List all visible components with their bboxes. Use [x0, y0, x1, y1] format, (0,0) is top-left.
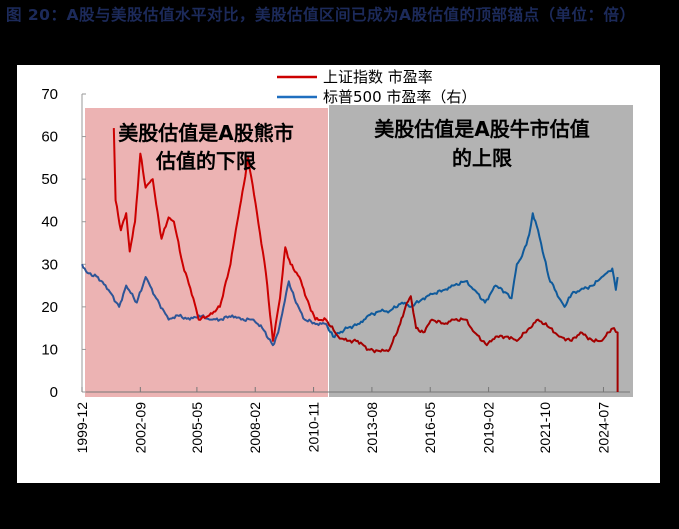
x-tick-label: 2021-10	[537, 402, 553, 454]
x-tick-label: 2002-09	[132, 402, 148, 454]
series-lines	[81, 128, 619, 392]
y-tick-label: 10	[41, 341, 58, 358]
legend-label-shanghai: 上证指数 市盈率	[323, 68, 433, 86]
bull-annotation-line1: 美股估值是A股牛市估值	[374, 117, 589, 141]
x-tick-label: 1999-12	[74, 402, 90, 454]
axes: 0 10 20 30 40 50 60 70 1999-12 2002-09 2005-05 2008…	[41, 86, 630, 453]
shanghai-pe-line-bull	[326, 295, 619, 392]
x-tick-label: 2005-05	[189, 402, 205, 454]
annotations: 美股估值是A股熊市 估值的下限 美股估值是A股牛市估值 的上限	[118, 117, 589, 173]
y-tick-label: 20	[41, 299, 58, 316]
x-tick-label: 2019-02	[481, 402, 497, 454]
x-tick-label: 2013-08	[364, 402, 380, 454]
y-tick-label: 30	[41, 256, 58, 273]
shanghai-pe-line-bear	[112, 128, 329, 342]
x-tick-label: 2008-02	[247, 402, 263, 454]
y-tick-label: 70	[41, 86, 58, 103]
bear-annotation-line2: 估值的下限	[155, 149, 256, 173]
sp500-pe-line-bull	[326, 212, 619, 339]
sp500-pe-line-bear	[81, 263, 330, 347]
y-tick-label: 40	[41, 214, 58, 231]
x-tick-label: 2010-11	[306, 402, 322, 453]
shaded-zones	[85, 105, 633, 397]
x-tick-label: 2016-05	[422, 402, 438, 454]
bull-zone	[329, 105, 633, 397]
y-tick-label: 60	[41, 129, 58, 146]
y-tick-label: 50	[41, 171, 58, 188]
x-tick-label: 2024-07	[595, 402, 611, 454]
y-tick-label: 0	[50, 384, 58, 401]
legend-label-sp500: 标普500 市盈率（右）	[323, 88, 476, 106]
legend: 上证指数 市盈率 标普500 市盈率（右）	[277, 68, 476, 106]
chart-title: 图 20：A股与美股估值水平对比，美股估值区间已成为A股估值的顶部锚点（单位：倍…	[6, 6, 636, 24]
bear-annotation-line1: 美股估值是A股熊市	[118, 121, 293, 145]
bull-annotation-line2: 的上限	[452, 146, 512, 170]
